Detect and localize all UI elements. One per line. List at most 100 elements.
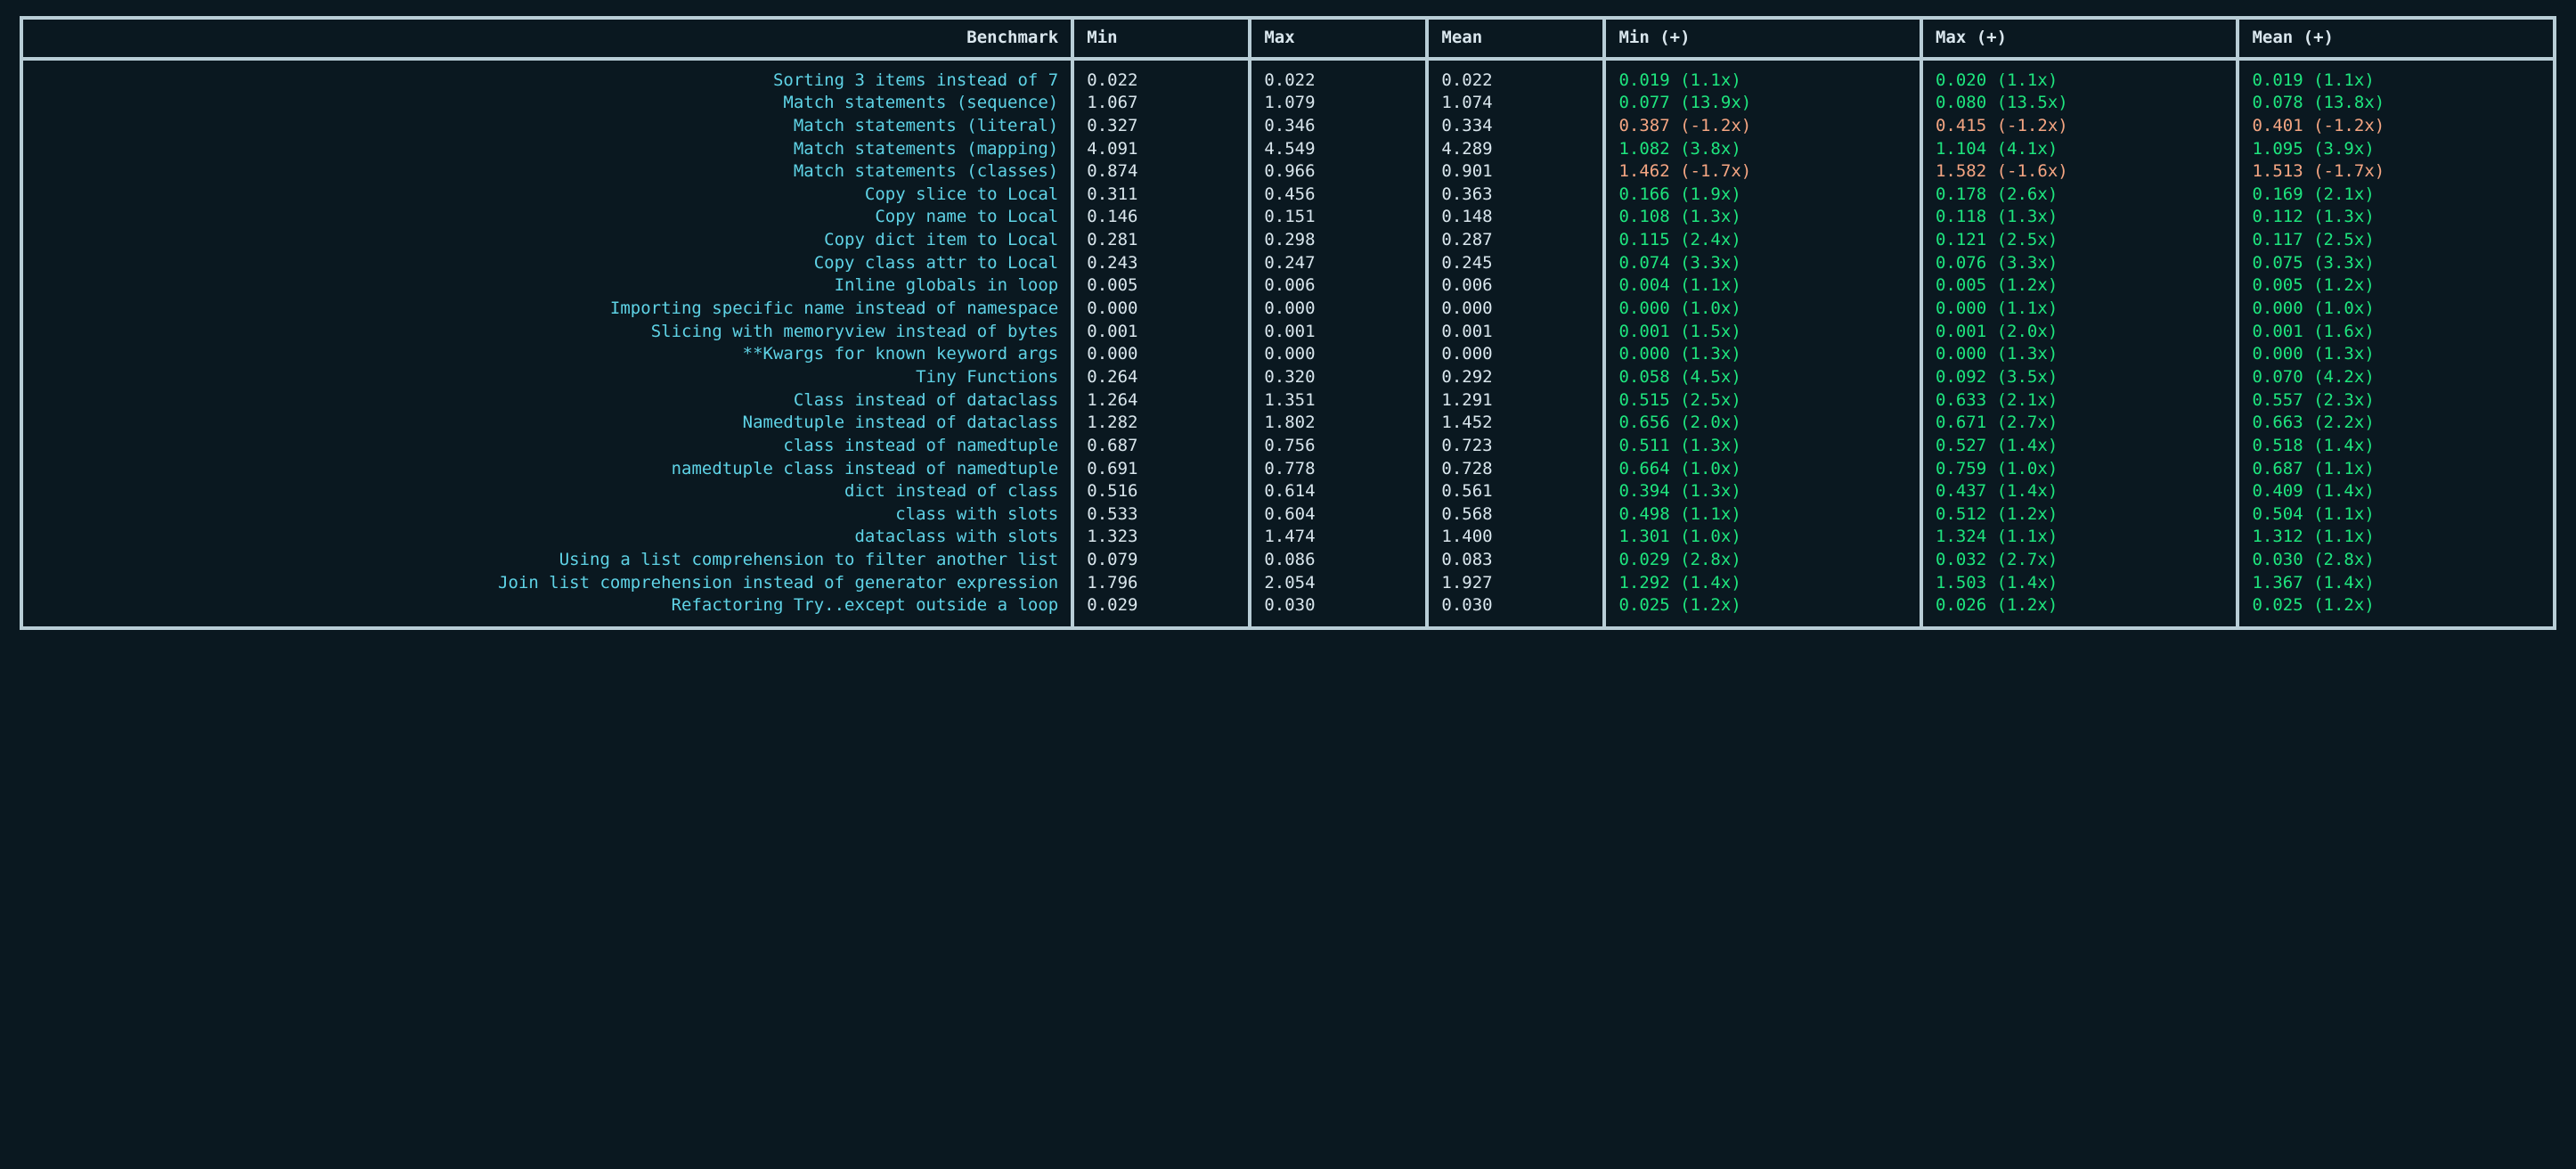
- table-row: Class instead of dataclass1.2641.3511.29…: [21, 389, 2555, 413]
- cell-min-plus: 1.082 (3.8x): [1604, 138, 1921, 161]
- cell-max: 0.247: [1250, 252, 1427, 275]
- cell-max-plus: 0.092 (3.5x): [1921, 366, 2238, 389]
- cell-min-plus: 0.000 (1.3x): [1604, 343, 1921, 366]
- cell-mean-plus: 0.663 (2.2x): [2238, 412, 2555, 435]
- cell-min: 0.281: [1072, 229, 1250, 252]
- cell-mean: 0.568: [1427, 503, 1604, 527]
- cell-max: 2.054: [1250, 572, 1427, 595]
- benchmark-name: class instead of namedtuple: [21, 435, 1072, 458]
- cell-max-plus: 1.503 (1.4x): [1921, 572, 2238, 595]
- cell-max: 0.614: [1250, 480, 1427, 503]
- cell-min-plus: 0.511 (1.3x): [1604, 435, 1921, 458]
- cell-max: 0.320: [1250, 366, 1427, 389]
- col-header-max-plus: Max (+): [1921, 18, 2238, 59]
- cell-max: 0.346: [1250, 115, 1427, 138]
- cell-max-plus: 0.005 (1.2x): [1921, 274, 2238, 298]
- cell-mean: 0.287: [1427, 229, 1604, 252]
- col-header-benchmark: Benchmark: [21, 18, 1072, 59]
- cell-mean-plus: 0.504 (1.1x): [2238, 503, 2555, 527]
- cell-mean: 0.723: [1427, 435, 1604, 458]
- cell-mean: 0.245: [1427, 252, 1604, 275]
- cell-min: 1.067: [1072, 92, 1250, 115]
- benchmark-table: Benchmark Min Max Mean Min (+) Max (+) M…: [20, 16, 2556, 630]
- cell-max: 0.298: [1250, 229, 1427, 252]
- cell-max-plus: 0.001 (2.0x): [1921, 321, 2238, 344]
- benchmark-name: Using a list comprehension to filter ano…: [21, 549, 1072, 572]
- table-row: Sorting 3 items instead of 7 0.0220.022 0.…: [21, 59, 2555, 93]
- cell-min-plus: 0.001 (1.5x): [1604, 321, 1921, 344]
- cell-max: 1.474: [1250, 526, 1427, 549]
- benchmark-name: Match statements (sequence): [21, 92, 1072, 115]
- benchmark-name: Tiny Functions: [21, 366, 1072, 389]
- benchmark-name: Match statements (classes): [21, 160, 1072, 184]
- cell-mean: 1.927: [1427, 572, 1604, 595]
- table-row: namedtuple class instead of namedtuple0.…: [21, 458, 2555, 481]
- cell-mean-plus: 1.312 (1.1x): [2238, 526, 2555, 549]
- cell-mean-plus: 0.075 (3.3x): [2238, 252, 2555, 275]
- cell-mean-plus: 0.000 (1.0x): [2238, 298, 2555, 321]
- cell-mean-plus: 0.518 (1.4x): [2238, 435, 2555, 458]
- benchmark-name: Copy dict item to Local: [21, 229, 1072, 252]
- cell-max: 0.030: [1250, 594, 1427, 628]
- cell-min: 0.264: [1072, 366, 1250, 389]
- table-row: dict instead of class0.5160.6140.5610.39…: [21, 480, 2555, 503]
- cell-min-plus: 0.077 (13.9x): [1604, 92, 1921, 115]
- benchmark-name: dict instead of class: [21, 480, 1072, 503]
- cell-max: 0.604: [1250, 503, 1427, 527]
- cell-mean-plus: 0.401 (-1.2x): [2238, 115, 2555, 138]
- cell-min: 0.000: [1072, 343, 1250, 366]
- benchmark-name: Slicing with memoryview instead of bytes: [21, 321, 1072, 344]
- benchmark-name: Refactoring Try..except outside a loop: [21, 594, 1072, 628]
- cell-max-plus: 1.324 (1.1x): [1921, 526, 2238, 549]
- cell-min-plus: 0.029 (2.8x): [1604, 549, 1921, 572]
- cell-mean: 1.074: [1427, 92, 1604, 115]
- benchmark-name: Sorting 3 items instead of 7: [21, 59, 1072, 93]
- cell-max-plus: 0.026 (1.2x): [1921, 594, 2238, 628]
- cell-min: 1.796: [1072, 572, 1250, 595]
- cell-max: 0.151: [1250, 206, 1427, 229]
- benchmark-name: Copy class attr to Local: [21, 252, 1072, 275]
- cell-min-plus: 0.025 (1.2x): [1604, 594, 1921, 628]
- cell-mean: 0.728: [1427, 458, 1604, 481]
- cell-max-plus: 0.178 (2.6x): [1921, 184, 2238, 207]
- cell-min-plus: 0.515 (2.5x): [1604, 389, 1921, 413]
- cell-min-plus: 0.115 (2.4x): [1604, 229, 1921, 252]
- table-row: Match statements (mapping)4.0914.5494.28…: [21, 138, 2555, 161]
- cell-min-plus: 0.664 (1.0x): [1604, 458, 1921, 481]
- cell-mean-plus: 0.070 (4.2x): [2238, 366, 2555, 389]
- table-row: Tiny Functions0.2640.3200.2920.058 (4.5x…: [21, 366, 2555, 389]
- cell-min-plus: 1.301 (1.0x): [1604, 526, 1921, 549]
- table-row: Join list comprehension instead of gener…: [21, 572, 2555, 595]
- cell-min: 0.533: [1072, 503, 1250, 527]
- col-header-mean: Mean: [1427, 18, 1604, 59]
- cell-mean-plus: 0.019 (1.1x): [2238, 59, 2555, 93]
- cell-mean: 0.022: [1427, 59, 1604, 93]
- cell-mean: 0.000: [1427, 298, 1604, 321]
- table-row: Copy slice to Local0.3110.4560.3630.166 …: [21, 184, 2555, 207]
- cell-min-plus: 0.108 (1.3x): [1604, 206, 1921, 229]
- cell-mean-plus: 0.078 (13.8x): [2238, 92, 2555, 115]
- cell-min: 0.029: [1072, 594, 1250, 628]
- table-row: Match statements (literal)0.3270.3460.33…: [21, 115, 2555, 138]
- benchmark-table-container: Benchmark Min Max Mean Min (+) Max (+) M…: [0, 0, 2576, 646]
- cell-max-plus: 0.527 (1.4x): [1921, 435, 2238, 458]
- cell-mean-plus: 0.112 (1.3x): [2238, 206, 2555, 229]
- cell-max: 1.079: [1250, 92, 1427, 115]
- cell-mean: 0.901: [1427, 160, 1604, 184]
- table-row: Copy dict item to Local0.2810.2980.2870.…: [21, 229, 2555, 252]
- cell-mean: 0.001: [1427, 321, 1604, 344]
- cell-max-plus: 0.437 (1.4x): [1921, 480, 2238, 503]
- table-row: Slicing with memoryview instead of bytes…: [21, 321, 2555, 344]
- cell-max: 0.022: [1250, 59, 1427, 93]
- col-header-mean-plus: Mean (+): [2238, 18, 2555, 59]
- cell-max: 0.001: [1250, 321, 1427, 344]
- cell-min-plus: 0.058 (4.5x): [1604, 366, 1921, 389]
- cell-max: 0.778: [1250, 458, 1427, 481]
- cell-max-plus: 0.076 (3.3x): [1921, 252, 2238, 275]
- cell-mean: 0.561: [1427, 480, 1604, 503]
- cell-max-plus: 0.032 (2.7x): [1921, 549, 2238, 572]
- cell-min-plus: 0.656 (2.0x): [1604, 412, 1921, 435]
- cell-max-plus: 0.415 (-1.2x): [1921, 115, 2238, 138]
- cell-min: 0.311: [1072, 184, 1250, 207]
- cell-min-plus: 0.000 (1.0x): [1604, 298, 1921, 321]
